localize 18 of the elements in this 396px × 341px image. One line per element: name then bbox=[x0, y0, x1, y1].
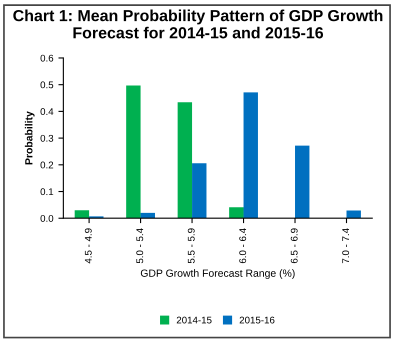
x-tick-label: 6.5 - 6.9 bbox=[290, 228, 298, 264]
chart-title: Chart 1: Mean Probability Pattern of GDP Growth Forecast for 2014-15 and 2015-16 bbox=[13, 10, 382, 38]
legend-label: 2015-16 bbox=[240, 316, 274, 324]
y-axis-title: Probability bbox=[24, 111, 35, 164]
y-tick-label: 0.0 bbox=[40, 214, 54, 222]
x-tick-label: 7.0 - 7.4 bbox=[342, 228, 350, 264]
y-tick-label: 0.3 bbox=[40, 134, 54, 142]
x-tick-label: 5.5 - 5.9 bbox=[188, 228, 195, 264]
x-tick-label: 4.5 - 4.9 bbox=[84, 228, 92, 264]
y-tick-label: 0.1 bbox=[40, 188, 54, 196]
x-tick-label: 5.0 - 5.4 bbox=[136, 228, 144, 264]
y-tick-label: 0.4 bbox=[40, 108, 54, 116]
y-tick-label: 0.5 bbox=[40, 81, 54, 88]
y-tick-label: 0.6 bbox=[40, 54, 54, 62]
x-tick-label: 6.0 - 6.4 bbox=[239, 228, 246, 264]
x-axis-title: GDP Growth Forecast Range (%) bbox=[140, 269, 295, 279]
legend-label: 2014-15 bbox=[176, 316, 212, 324]
y-tick-label: 0.2 bbox=[40, 162, 54, 168]
